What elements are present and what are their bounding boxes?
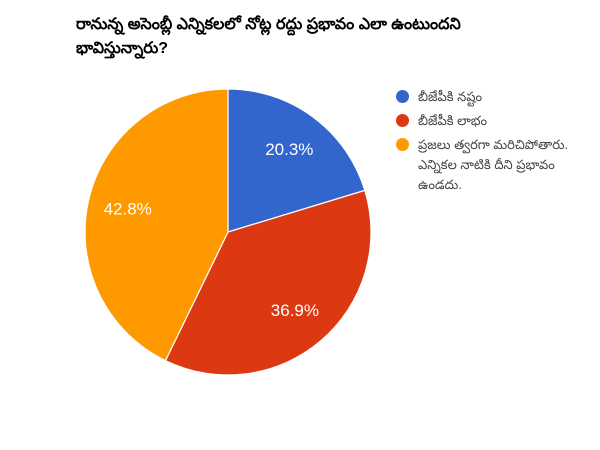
legend-item-label: బీజేపీకి నష్టం [418, 89, 483, 104]
legend-color-swatch-icon [396, 90, 409, 103]
legend-item-label: ప్రజలు త్వరగా మరిచిపోతారు. ఎన్నికల నాటిక… [418, 137, 569, 192]
pie-slice-value-label-0: 20.3% [265, 140, 313, 159]
legend-color-swatch-icon [396, 114, 409, 127]
legend-item-0: బీజేపీకి నష్టం [396, 87, 576, 107]
legend-color-swatch-icon [396, 138, 409, 151]
pie-slice-value-label-1: 36.9% [271, 301, 319, 320]
legend: బీజేపీకి నష్టం బీజేపీకి లాభం ప్రజలు త్వరగా… [396, 87, 576, 199]
legend-item-label: బీజేపీకి లాభం [418, 113, 488, 128]
pie-slice-2[interactable] [84, 88, 229, 362]
legend-item-1: బీజేపీకి లాభం [396, 111, 576, 131]
legend-item-2: ప్రజలు త్వరగా మరిచిపోతారు. ఎన్నికల నాటిక… [396, 135, 576, 195]
pie-slice-1[interactable] [164, 189, 372, 376]
pie-slice-0[interactable] [227, 88, 366, 233]
chart-title: రానున్న అసెంబ్లీ ఎన్నికలలో నోట్ల రద్దు ప… [76, 16, 461, 57]
pie-slice-value-label-2: 42.8% [104, 199, 152, 218]
